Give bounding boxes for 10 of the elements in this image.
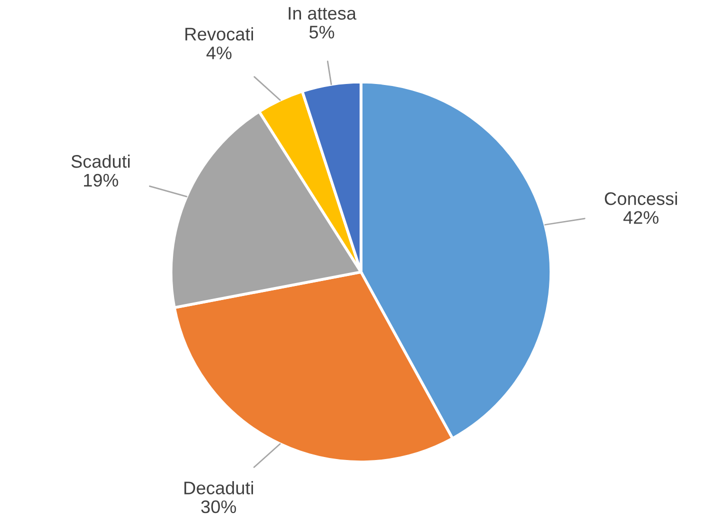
slice-label: Decaduti — [184, 481, 254, 494]
data-label: 4% — [206, 46, 232, 60]
data-label: 19% — [84, 174, 118, 187]
slice-label: Concessi — [604, 192, 677, 206]
data-label: 30% — [201, 500, 236, 514]
slice-label: Revocati — [185, 27, 253, 41]
data-label: 42% — [623, 211, 658, 224]
data-label: 5% — [309, 26, 334, 39]
slice-label: In attesa — [288, 7, 356, 20]
slice-label: Scaduti — [71, 154, 130, 168]
